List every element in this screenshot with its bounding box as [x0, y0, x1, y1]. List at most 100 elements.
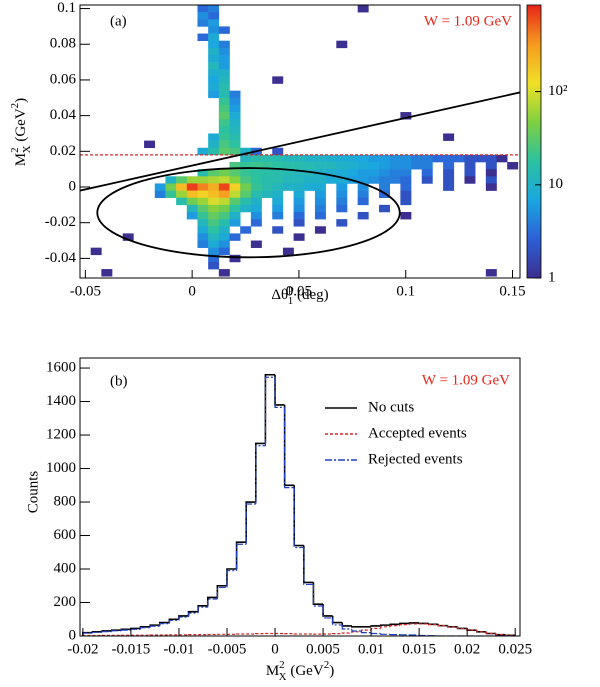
heatmap-cell: [197, 12, 209, 20]
colorbar-tick-label: 10²: [548, 83, 568, 99]
label-part: 1: [288, 295, 294, 307]
heatmap-cell: [208, 26, 220, 34]
heatmap-cell: [282, 183, 294, 191]
heatmap-cell: [400, 154, 412, 163]
heatmap-cell: [325, 176, 337, 184]
heatmap-cell: [250, 197, 262, 206]
heatmap-cell: [229, 219, 241, 227]
heatmap-cell: [282, 176, 294, 184]
heatmap-cell: [379, 169, 391, 177]
heatmap-cell: [229, 133, 241, 141]
heatmap-cell: [250, 183, 262, 191]
heatmap-cell: [261, 176, 273, 184]
heatmap-cell: [282, 154, 294, 163]
heatmap-cell: [272, 183, 284, 191]
histogram-step: [341, 624, 352, 630]
heatmap-cell: [229, 197, 241, 206]
y-tick-label: 0: [69, 178, 77, 194]
histogram-step: [168, 619, 179, 624]
histogram-step: [274, 377, 285, 409]
heatmap-cell: [485, 176, 497, 184]
heatmap-cell: [272, 162, 284, 170]
heatmap-cell: [443, 162, 455, 170]
heatmap-cell: [218, 204, 230, 213]
heatmap-cell: [229, 119, 241, 127]
histogram-step: [351, 625, 362, 628]
y-tick-label: 0.04: [50, 107, 77, 123]
heatmap-cell: [229, 233, 241, 241]
heatmap-cell: [293, 169, 305, 177]
heatmap-cell: [165, 176, 177, 184]
y-tick-label: 400: [54, 560, 77, 576]
heatmap-cell: [389, 162, 401, 170]
heatmap-cell: [208, 69, 220, 77]
plot-frame: [79, 4, 521, 279]
heatmap-cell: [218, 219, 230, 227]
x-tick-label: 0.1: [396, 283, 415, 299]
heatmap-cell: [218, 90, 230, 99]
heatmap-cell: [208, 169, 220, 177]
heatmap-cell: [400, 211, 412, 220]
heatmap-cell: [325, 154, 337, 163]
heatmap-cell: [272, 154, 284, 163]
heatmap-cell: [186, 183, 198, 191]
annotation: W = 1.09 GeV: [424, 13, 512, 29]
heatmap-cell: [272, 190, 284, 199]
heatmap-cell: [421, 169, 433, 177]
x-tick-label: -0.015: [112, 641, 151, 657]
heatmap-cell: [240, 204, 252, 213]
legend-label: Rejected events: [368, 451, 463, 467]
heatmap-cell: [208, 240, 220, 248]
heatmap-cell: [421, 162, 433, 170]
heatmap-cell: [165, 190, 177, 199]
histogram-step: [111, 630, 122, 632]
y-tick-label: 0.06: [50, 71, 77, 87]
x-tick-label: -0.01: [163, 641, 194, 657]
heatmap-cell: [400, 197, 412, 206]
heatmap-cell: [240, 226, 252, 234]
heatmap-cell: [218, 83, 230, 91]
histogram-step: [312, 582, 324, 605]
heatmap-cell: [218, 233, 230, 241]
label-part: p: [288, 283, 294, 295]
heatmap-cell: [144, 140, 156, 149]
histogram-step: [456, 626, 468, 630]
colorbar-tick-label: 10: [548, 176, 563, 192]
heatmap-cell: [240, 197, 252, 206]
heatmap-cell: [293, 176, 305, 184]
histogram-step: [360, 629, 372, 632]
heatmap-cell: [357, 197, 369, 206]
x-tick-label: -0.005: [208, 641, 247, 657]
heatmap-cell: [208, 204, 220, 213]
heatmap-cell: [208, 5, 220, 13]
heatmap-cell: [218, 133, 230, 141]
histogram-step: [379, 624, 391, 626]
heatmap-cell: [250, 176, 262, 184]
cut-line: [80, 91, 520, 192]
heatmap-cell: [336, 162, 348, 170]
heatmap-cell: [240, 190, 252, 199]
heatmap-cell: [197, 240, 209, 248]
heatmap-cell: [336, 40, 348, 49]
heatmap-cell: [197, 190, 209, 199]
heatmap-cell: [250, 169, 262, 177]
heatmap-cell: [379, 190, 391, 199]
histogram-step: [322, 606, 333, 619]
x-tick-label: 0.02: [454, 641, 480, 657]
heatmap-cell: [240, 154, 252, 163]
x-tick-label: 0.15: [499, 283, 525, 299]
histogram-step: [360, 630, 372, 634]
heatmap-cell: [507, 162, 519, 170]
heatmap-cell: [197, 219, 209, 227]
heatmap-cell: [197, 33, 209, 41]
label-part: 2: [324, 659, 330, 671]
heatmap-cell: [208, 133, 220, 141]
heatmap-cell: [293, 162, 305, 170]
heatmap-cell: [389, 154, 401, 163]
heatmap-cell: [208, 76, 220, 84]
heatmap-cell: [304, 154, 316, 163]
y-tick-label: 800: [54, 493, 77, 509]
y-tick-label: 0.1: [57, 0, 76, 16]
legend-label: No cuts: [368, 399, 414, 415]
